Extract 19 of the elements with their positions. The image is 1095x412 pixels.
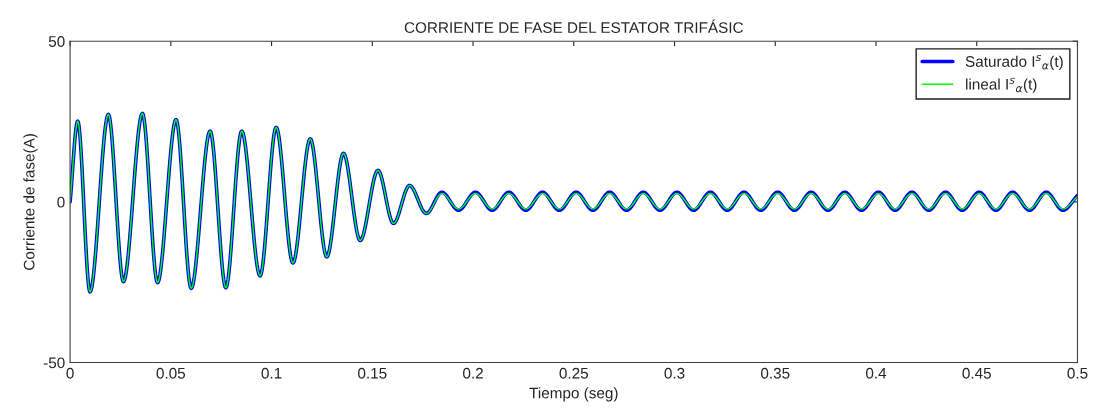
x-tick-label: 0.45	[962, 367, 991, 379]
x-tick-label: 0.25	[559, 367, 589, 379]
y-tick-label: 50	[48, 36, 65, 47]
x-tick-label: 0.2	[463, 367, 483, 379]
x-tick-label: 0.35	[760, 367, 790, 379]
x-tick-label: 0.15	[358, 367, 387, 379]
y-tick-label: -50	[43, 357, 65, 369]
x-tick-label: 0.4	[865, 367, 887, 379]
x-axis-title: Tiempo (seg)	[529, 387, 618, 402]
chart-title: CORRIENTE DE FASE DEL ESTATOR TRIFÁSIC	[404, 19, 743, 34]
x-tick-label: 0.5	[1067, 367, 1088, 379]
y-axis-title: Corriente de fase(A)	[23, 134, 38, 270]
x-tick-label: 0.3	[664, 367, 685, 379]
y-tick-label: 0	[57, 196, 65, 208]
legend-label: Saturado I$^{s}$$_{α}$(t)	[965, 54, 1063, 70]
x-tick-label: 0.05	[156, 367, 186, 379]
x-tick-label: 0	[66, 367, 74, 379]
legend-label: lineal I$^{s}$$_{α}$(t)	[966, 77, 1037, 93]
x-tick-label: 0.1	[261, 367, 282, 379]
